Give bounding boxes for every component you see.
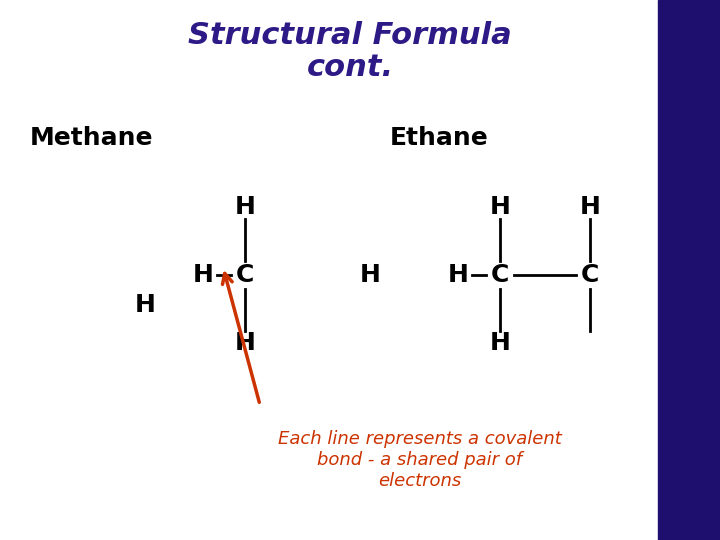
Text: Structural Formula: Structural Formula [188, 21, 512, 50]
Text: H: H [490, 331, 510, 355]
Text: H: H [192, 263, 213, 287]
Text: Ethane: Ethane [390, 126, 489, 150]
Text: H: H [135, 293, 156, 317]
Text: C: C [581, 263, 599, 287]
Text: H: H [580, 195, 600, 219]
Text: H: H [490, 195, 510, 219]
Bar [658, 0, 720, 540]
Text: H: H [235, 331, 256, 355]
Text: C: C [236, 263, 254, 287]
Text: H: H [448, 263, 469, 287]
Text: cont.: cont. [307, 53, 394, 83]
Text: C: C [491, 263, 509, 287]
Text: H: H [235, 195, 256, 219]
Text: Each line represents a covalent
bond - a shared pair of
electrons: Each line represents a covalent bond - a… [278, 430, 562, 490]
Text: Methane: Methane [30, 126, 153, 150]
Text: H: H [359, 263, 380, 287]
